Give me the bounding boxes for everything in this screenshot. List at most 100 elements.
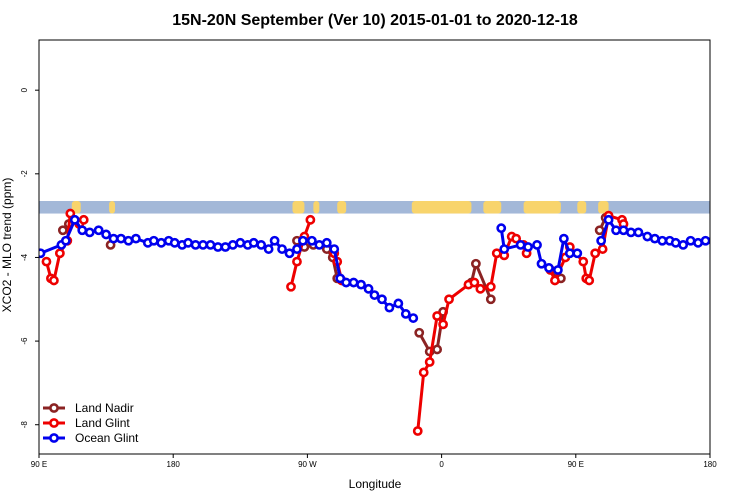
land-mass (483, 201, 502, 214)
data-point (418, 367, 429, 378)
y-axis-label: XCO2 - MLO trend (ppm) (0, 178, 14, 313)
data-point (84, 227, 95, 238)
data-point (414, 327, 425, 338)
data-point (369, 290, 380, 300)
data-point (590, 248, 601, 259)
data-point (432, 344, 443, 355)
data-point (475, 283, 486, 294)
y-tick-label: -2 (20, 170, 29, 178)
data-point (263, 244, 274, 254)
data-point (499, 244, 510, 254)
data-point (550, 275, 560, 286)
data-point (116, 233, 126, 244)
land-mass (313, 201, 320, 214)
data-point (235, 237, 246, 248)
data-point (469, 277, 480, 288)
data-point (584, 275, 595, 286)
legend-label: Ocean Glint (75, 431, 139, 445)
data-point (321, 237, 332, 248)
data-point (532, 240, 542, 250)
y-axis: 0 -2 -4 -6 -8 (20, 87, 39, 428)
data-point (284, 248, 295, 259)
data-point (485, 281, 496, 292)
data-point (292, 244, 302, 254)
data-point (670, 237, 681, 248)
data-point (292, 256, 302, 267)
data-point (305, 214, 316, 225)
data-point (400, 309, 411, 319)
legend-marker (49, 418, 59, 428)
data-point (341, 277, 352, 288)
map-strip (39, 201, 710, 214)
data-point (700, 235, 710, 246)
x-tick-label: 90 E (568, 460, 584, 469)
data-point (131, 233, 141, 244)
data-point (39, 248, 46, 259)
data-point (148, 235, 159, 246)
land-mass (598, 201, 609, 214)
data-point (60, 235, 71, 246)
data-point (470, 258, 481, 269)
series-land-nadir (57, 212, 611, 357)
data-point (54, 248, 65, 259)
data-point (41, 256, 52, 267)
data-point (286, 281, 296, 292)
data-point (523, 242, 533, 252)
data-point (424, 357, 435, 367)
chart-title: 15N-20N September (Ver 10) 2015-01-01 to… (172, 12, 578, 29)
x-tick-label: 0 (439, 460, 444, 469)
data-point (190, 240, 201, 250)
plot-frame (38, 39, 711, 455)
data-point (169, 237, 180, 248)
land-mass (411, 201, 472, 214)
data-point (227, 240, 238, 250)
data-point (363, 283, 374, 294)
data-point (277, 244, 287, 254)
data-point (618, 225, 629, 236)
data-point (594, 225, 605, 236)
data-point (649, 233, 660, 244)
data-point (248, 237, 259, 248)
data-point (578, 256, 589, 267)
y-tick-label: -6 (20, 337, 29, 345)
data-point (69, 214, 80, 225)
series-land-glint (41, 208, 629, 436)
data-point (558, 233, 569, 244)
data-point (596, 235, 607, 246)
land-mass (109, 201, 116, 214)
data-point (611, 225, 621, 236)
data-point (314, 240, 325, 250)
data-point (93, 225, 104, 236)
data-point (564, 248, 575, 259)
data-point (536, 258, 547, 269)
data-point (298, 235, 308, 246)
data-point (329, 244, 340, 254)
data-point (198, 240, 208, 250)
data-point (77, 225, 88, 236)
data-point (496, 223, 507, 234)
x-tick-label: 180 (703, 460, 717, 469)
data-point (205, 240, 216, 250)
legend-marker (49, 403, 59, 413)
data-point (515, 240, 526, 250)
data-point (393, 298, 404, 309)
data-point (78, 214, 89, 225)
data-point (633, 227, 644, 238)
series-layer (39, 208, 710, 436)
data-point (356, 279, 366, 290)
data-point (693, 237, 703, 248)
legend-marker (49, 433, 59, 443)
land-mass (577, 201, 587, 214)
data-point (444, 294, 454, 305)
data-point (511, 233, 522, 244)
data-point (213, 242, 223, 252)
data-point (685, 235, 696, 246)
data-point (642, 231, 653, 242)
data-point (678, 240, 689, 250)
series-ocean-glint (39, 214, 710, 323)
data-point (306, 235, 317, 246)
data-point (603, 214, 614, 225)
data-point (597, 244, 608, 254)
